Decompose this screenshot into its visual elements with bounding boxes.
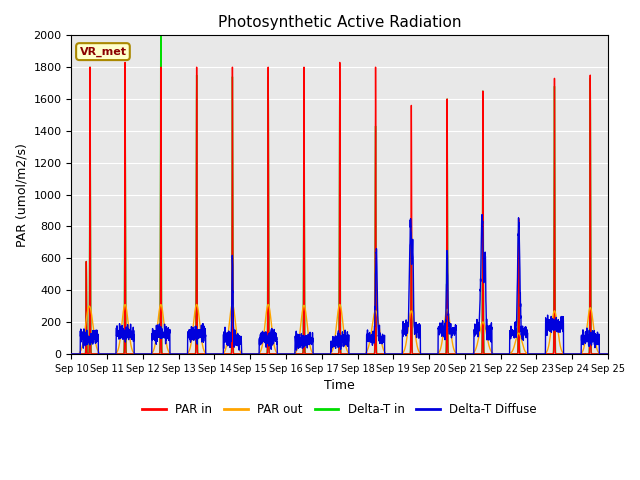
Title: Photosynthetic Active Radiation: Photosynthetic Active Radiation <box>218 15 461 30</box>
Legend: PAR in, PAR out, Delta-T in, Delta-T Diffuse: PAR in, PAR out, Delta-T in, Delta-T Dif… <box>138 398 541 420</box>
Text: VR_met: VR_met <box>79 47 127 57</box>
Y-axis label: PAR (umol/m2/s): PAR (umol/m2/s) <box>15 143 28 247</box>
X-axis label: Time: Time <box>324 379 355 392</box>
